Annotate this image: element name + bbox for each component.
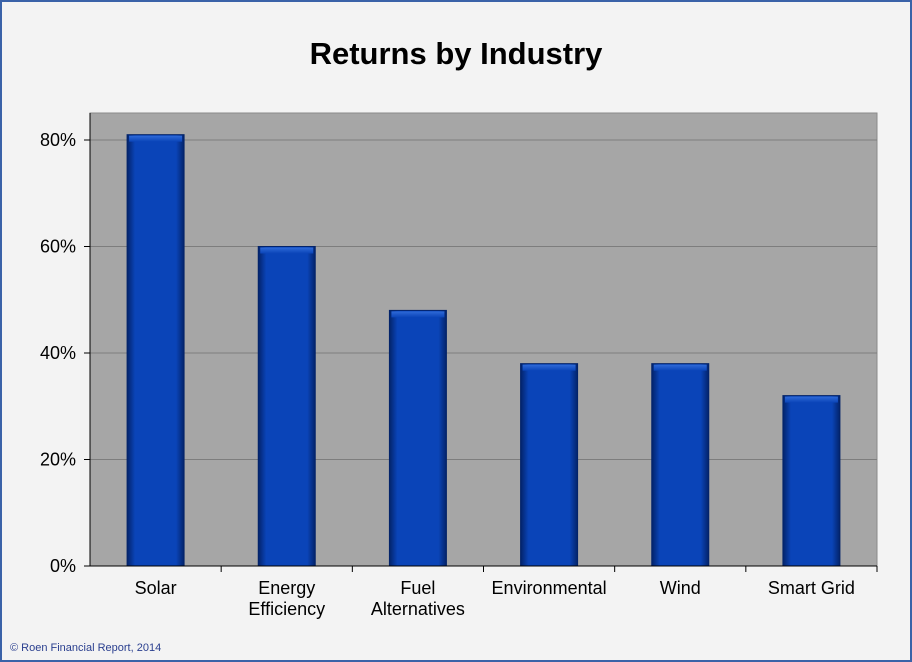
bar: [520, 363, 579, 567]
bar-solar: [126, 134, 185, 567]
bar: [126, 134, 185, 567]
x-tick-label: Solar: [135, 578, 177, 598]
y-tick-labels: 0% 20% 40% 60% 80%: [40, 130, 76, 576]
y-tick-label: 80%: [40, 130, 76, 150]
bars: [126, 134, 841, 567]
y-tick-label: 60%: [40, 237, 76, 257]
copyright-footer: © Roen Financial Report, 2014: [10, 642, 162, 654]
bar-wind: [651, 363, 710, 567]
chart-title: Returns by Industry: [309, 36, 603, 71]
y-tick-label: 40%: [40, 343, 76, 363]
bar-cap: [784, 396, 838, 403]
x-tick-label: Fuel Alternatives: [371, 578, 465, 619]
bar-cap: [260, 247, 314, 254]
bar-cap: [522, 364, 576, 371]
bar: [782, 395, 841, 567]
bar-cap: [391, 311, 445, 318]
bar-fuel-alternatives: [388, 309, 447, 567]
bar: [388, 309, 447, 567]
bar-environmental: [520, 363, 579, 567]
bar: [257, 246, 316, 567]
bar-energy-efficiency: [257, 246, 316, 567]
x-tick-label: Environmental: [492, 578, 607, 598]
y-tick-label: 0%: [50, 556, 76, 576]
axes: [84, 113, 878, 572]
x-tick-label: Smart Grid: [768, 578, 855, 598]
gridlines: [90, 139, 877, 460]
bar-cap: [653, 364, 707, 371]
bar-cap: [129, 135, 183, 142]
bar: [651, 363, 710, 567]
plot-area: [89, 112, 878, 567]
bar-smart-grid: [782, 395, 841, 567]
x-tick-labels: Solar Energy Efficiency Fuel Alternatives Env…: [135, 578, 855, 619]
x-tick-label: Wind: [660, 578, 701, 598]
y-tick-label: 20%: [40, 450, 76, 470]
x-tick-label: Energy Efficiency: [248, 578, 325, 619]
